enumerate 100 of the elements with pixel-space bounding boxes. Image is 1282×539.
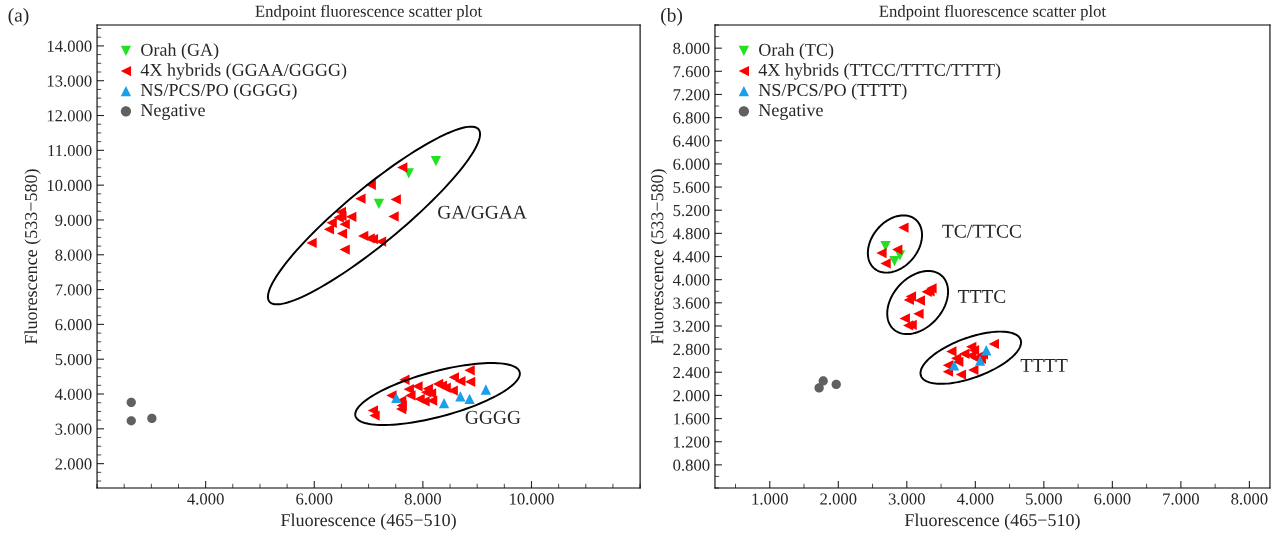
y-tick-label: 1.600 <box>674 413 710 425</box>
y-tick-label: 2.400 <box>673 366 710 379</box>
y-axis-title: Fluorescence (533−580) <box>650 169 668 345</box>
y-tick-label: 4.400 <box>672 251 710 263</box>
point <box>876 247 887 259</box>
point <box>464 393 475 405</box>
text: (b) <box>661 8 683 26</box>
point <box>373 198 385 210</box>
y-tick-label: 12.000 <box>47 110 92 122</box>
point <box>814 383 824 393</box>
y-tick-label: 11.000 <box>48 145 92 157</box>
y-tick-label: 4.000 <box>55 388 92 401</box>
point <box>339 218 350 230</box>
y-tick-label: 7.000 <box>55 284 92 296</box>
y-tick-label: 5.000 <box>55 353 92 366</box>
x-tick-label: 1.000 <box>752 493 788 505</box>
legend-label: Negative <box>758 104 823 120</box>
x-tick-label: 3.000 <box>888 493 925 505</box>
annotation: TTTT <box>1020 359 1068 372</box>
point <box>412 381 423 392</box>
point <box>369 410 380 421</box>
point <box>355 193 366 204</box>
legend-label: NS/PCS/PO (GGGG) <box>140 83 297 100</box>
x-tick-label: 7.000 <box>1163 493 1199 505</box>
y-tick-label: 4.800 <box>672 228 710 240</box>
chart-title: Endpoint fluorescence scatter plot <box>879 4 1106 21</box>
y-tick-label: 5.200 <box>673 204 710 217</box>
legend-label: Orah (GA) <box>141 43 219 60</box>
point <box>419 396 430 407</box>
point <box>430 155 442 167</box>
point <box>464 376 476 387</box>
legend-label: Orah (TC) <box>759 43 834 60</box>
y-tick-label: 7.200 <box>673 89 710 101</box>
x-axis-title: Fluorescence (465−510) <box>281 513 456 530</box>
y-tick-label: 8.000 <box>55 249 92 261</box>
point <box>339 244 350 255</box>
x-tick-label: 6.000 <box>1094 493 1131 505</box>
point <box>391 392 402 403</box>
y-tick-label: 6.000 <box>673 158 710 170</box>
point <box>396 400 407 411</box>
y-tick-label: 6.400 <box>673 135 710 147</box>
point <box>390 194 401 205</box>
y-tick-label: 2.000 <box>55 458 92 470</box>
point <box>397 162 408 173</box>
x-tick-label: 5.000 <box>1026 493 1062 505</box>
y-tick-label: 4.000 <box>672 274 710 286</box>
chart-title: Endpoint fluorescence scatter plot <box>255 4 483 21</box>
x-tick-label: 8.000 <box>404 493 441 505</box>
legend-label: 4X hybrids (TTCC/TTTC/TTTT) <box>758 63 1001 80</box>
point <box>336 228 348 239</box>
legend-label: Negative <box>140 104 205 120</box>
point <box>440 382 451 393</box>
y-tick-label: 0.800 <box>673 459 710 471</box>
point <box>955 369 967 380</box>
point <box>147 413 157 424</box>
point <box>913 308 924 319</box>
y-tick-label: 1.200 <box>674 436 710 448</box>
point <box>889 255 900 267</box>
point <box>831 379 841 390</box>
y-tick-label: 13.000 <box>47 75 92 87</box>
annotation: GA/GGAA <box>438 205 527 219</box>
point <box>898 222 909 233</box>
y-tick-label: 3.600 <box>673 297 710 309</box>
point <box>892 244 903 255</box>
x-tick-label: 8.000 <box>1231 493 1268 505</box>
annotation: TTTC <box>957 289 1006 304</box>
x-tick-label: 4.000 <box>187 493 224 505</box>
point <box>455 391 466 402</box>
point <box>455 375 466 387</box>
point <box>968 364 979 376</box>
point <box>388 211 399 222</box>
x-axis-title: Fluorescence (465−510) <box>904 513 1080 530</box>
point <box>946 346 957 357</box>
point <box>480 384 492 395</box>
point <box>346 211 357 222</box>
point <box>405 390 416 401</box>
y-axis-title: Fluorescence (533−580) <box>24 169 41 345</box>
point <box>306 237 317 249</box>
y-tick-label: 7.600 <box>673 66 710 78</box>
point <box>988 338 999 350</box>
legend-label: 4X hybrids (GGAA/GGGG) <box>140 63 347 80</box>
point <box>438 397 450 409</box>
y-tick-label: 14.000 <box>47 40 92 52</box>
y-tick-label: 2.800 <box>673 343 710 356</box>
point <box>126 397 136 408</box>
annotation: TC/TTCC <box>942 224 1021 238</box>
point <box>948 360 960 371</box>
y-tick-label: 5.600 <box>673 181 710 194</box>
y-tick-label: 3.200 <box>673 320 710 332</box>
point <box>126 416 136 426</box>
y-tick-label: 3.000 <box>55 423 92 435</box>
point <box>899 313 910 324</box>
point <box>323 224 335 235</box>
x-tick-label: 10.000 <box>510 493 554 505</box>
x-tick-label: 6.000 <box>296 493 333 505</box>
point <box>880 258 891 269</box>
y-tick-label: 9.000 <box>55 214 92 226</box>
y-tick-label: 6.800 <box>673 112 710 124</box>
legend-label: NS/PCS/PO (TTTT) <box>758 83 907 100</box>
annotation: GGGG <box>465 410 521 424</box>
